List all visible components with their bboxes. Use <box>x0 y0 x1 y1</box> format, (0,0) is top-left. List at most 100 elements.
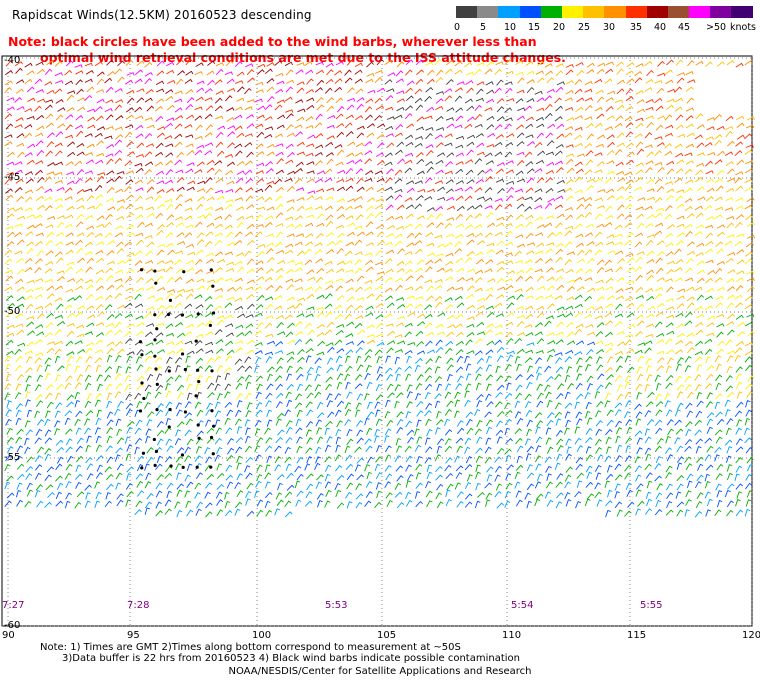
footer-note-line-1: Note: 1) Times are GMT 2)Times along bot… <box>40 642 461 653</box>
wind-barb <box>496 162 505 167</box>
wind-barb <box>635 474 642 482</box>
wind-barb <box>325 220 334 228</box>
wind-barb <box>556 453 563 461</box>
wind-barb <box>6 332 15 337</box>
wind-barb <box>354 383 363 390</box>
wind-barb <box>26 316 35 320</box>
wind-barb <box>425 266 433 273</box>
wind-barb <box>115 418 122 426</box>
wind-barb <box>477 305 486 310</box>
wind-barb <box>445 252 454 257</box>
wind-barb <box>497 286 506 291</box>
wind-barb <box>305 447 313 454</box>
wind-barb <box>84 94 93 101</box>
wind-barb <box>335 161 344 166</box>
wind-barb <box>616 330 625 336</box>
wind-barb <box>205 375 212 383</box>
wind-barb <box>86 463 94 471</box>
wind-barb <box>55 241 64 247</box>
wind-barb <box>525 295 534 300</box>
wind-barb <box>135 124 144 131</box>
wind-barb <box>275 418 282 426</box>
wind-barb <box>66 171 75 176</box>
wind-barb <box>264 184 273 191</box>
wind-barb <box>346 159 355 165</box>
wind-barb <box>446 286 455 292</box>
wind-barb <box>97 172 106 176</box>
wind-barb <box>675 195 684 202</box>
wind-barb <box>475 338 483 345</box>
wind-barb <box>514 428 523 435</box>
wind-barb <box>55 374 61 382</box>
wind-barb <box>184 124 193 129</box>
wind-barb <box>276 474 285 481</box>
wind-barb <box>234 61 243 68</box>
wind-barb <box>474 232 483 238</box>
wind-barb <box>306 78 314 85</box>
wind-barb <box>145 260 154 264</box>
wind-barb <box>596 356 603 364</box>
wind-barb <box>336 474 345 481</box>
wind-barb <box>636 251 645 256</box>
wind-barb <box>615 195 624 201</box>
wind-barb <box>25 288 34 293</box>
wind-barb <box>76 151 85 157</box>
wind-barb <box>454 295 463 301</box>
wind-barb <box>265 284 274 291</box>
wind-barb <box>676 223 685 228</box>
wind-barb <box>614 402 623 409</box>
wind-barb <box>376 445 382 453</box>
wind-barb <box>646 178 655 185</box>
wind-barb <box>186 481 194 489</box>
wind-barb <box>356 393 364 401</box>
legend-swatch <box>625 6 647 18</box>
wind-barb <box>416 215 425 220</box>
wind-barb <box>165 242 174 248</box>
wind-barb <box>685 179 694 184</box>
wind-barb <box>165 95 174 102</box>
wind-barb <box>36 114 45 121</box>
wind-barb <box>664 114 673 121</box>
wind-barb <box>44 448 52 455</box>
wind-barb <box>645 333 654 338</box>
wind-barb <box>714 178 723 184</box>
wind-barb <box>655 492 663 500</box>
wind-barb <box>354 158 363 165</box>
wind-barb <box>404 112 413 120</box>
wind-barb <box>5 60 14 67</box>
legend-labels: 0 5 10 15 20 25 30 35 40 45 >50 <box>450 22 760 36</box>
wind-barb <box>614 463 622 471</box>
wind-barb <box>76 169 85 176</box>
wind-barb <box>74 365 81 373</box>
wind-barb <box>405 59 414 66</box>
wind-barb <box>415 194 424 201</box>
wind-barb <box>134 446 140 455</box>
wind-barb <box>494 87 502 94</box>
wind-barb <box>584 498 591 506</box>
wind-barb <box>725 160 734 166</box>
wind-barb <box>405 491 412 500</box>
wind-barb <box>534 188 543 193</box>
wind-barb <box>665 242 674 248</box>
wind-barb <box>496 355 504 363</box>
wind-barb <box>556 306 565 311</box>
wind-barb <box>14 61 23 67</box>
wind-barb <box>366 334 375 338</box>
wind-barb <box>44 357 52 365</box>
wind-barb <box>644 340 653 345</box>
wind-barb <box>705 160 713 167</box>
wind-barb <box>354 267 363 274</box>
wind-barb <box>666 314 675 319</box>
wind-barb <box>435 427 441 435</box>
wind-barb <box>105 445 113 452</box>
wind-barb <box>444 88 453 94</box>
wind-barb <box>714 355 722 363</box>
wind-barb <box>657 72 666 77</box>
wind-barb <box>676 445 684 453</box>
wind-barb <box>334 144 343 149</box>
wind-barb <box>16 133 25 139</box>
wind-barb <box>405 420 413 428</box>
wind-barb <box>235 382 243 390</box>
wind-barb <box>434 279 443 283</box>
legend-label: 20 <box>553 22 566 33</box>
